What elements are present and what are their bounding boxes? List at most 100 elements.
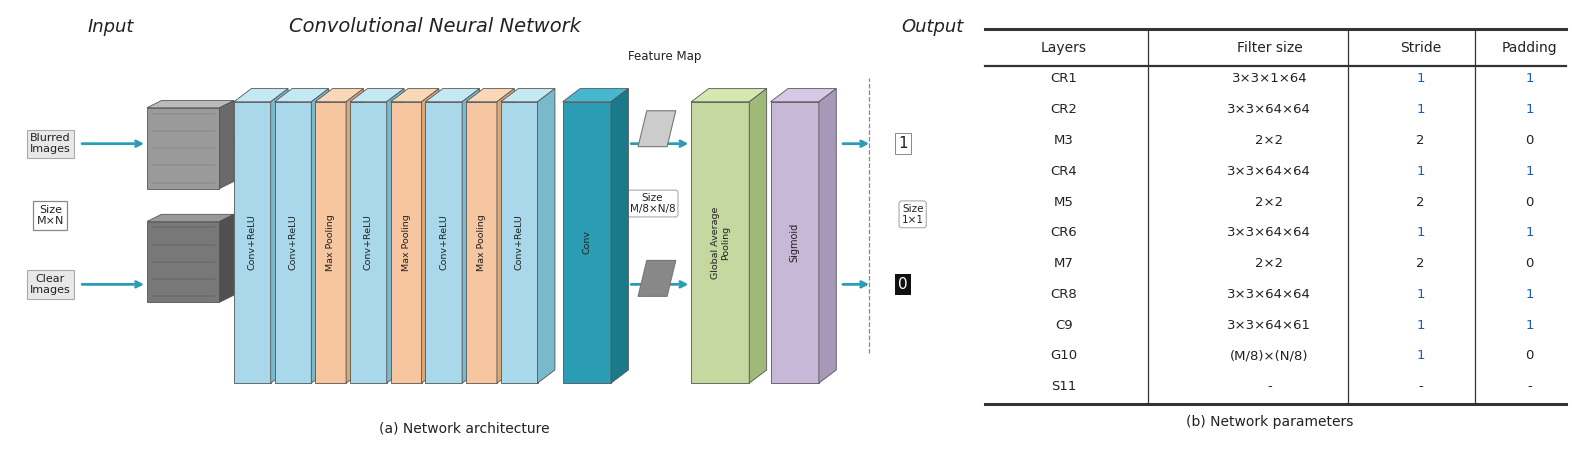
Polygon shape	[563, 88, 629, 102]
Text: CR6: CR6	[1050, 226, 1077, 239]
Text: Conv: Conv	[582, 230, 591, 255]
Text: Size
1×1: Size 1×1	[902, 203, 924, 225]
Text: Size
M×N: Size M×N	[36, 205, 64, 226]
Polygon shape	[220, 214, 234, 302]
Text: 0: 0	[1525, 196, 1534, 208]
Polygon shape	[770, 88, 836, 102]
Text: 0: 0	[1525, 134, 1534, 147]
Text: CR8: CR8	[1050, 288, 1077, 301]
Text: Max Pooling: Max Pooling	[325, 214, 335, 271]
Polygon shape	[465, 102, 497, 383]
Text: Input: Input	[88, 18, 134, 36]
Polygon shape	[351, 102, 387, 383]
Text: Conv+ReLU: Conv+ReLU	[439, 215, 448, 270]
Text: 1: 1	[1416, 72, 1424, 85]
Text: 1: 1	[1416, 165, 1424, 178]
Polygon shape	[270, 88, 288, 383]
Polygon shape	[692, 88, 767, 102]
Text: 1: 1	[1416, 349, 1424, 362]
Text: CR4: CR4	[1050, 165, 1077, 178]
Text: C9: C9	[1055, 319, 1072, 332]
Polygon shape	[612, 88, 629, 383]
Text: 1: 1	[1525, 288, 1534, 301]
Text: -: -	[1528, 380, 1533, 393]
Text: Size
M/8×N/8: Size M/8×N/8	[630, 193, 676, 214]
Text: M5: M5	[1053, 196, 1074, 208]
Polygon shape	[351, 88, 404, 102]
Text: M7: M7	[1053, 257, 1074, 270]
Polygon shape	[390, 102, 421, 383]
Text: 1: 1	[1525, 226, 1534, 239]
Text: Feature Map: Feature Map	[629, 50, 701, 63]
Polygon shape	[819, 88, 836, 383]
Polygon shape	[692, 102, 750, 383]
Polygon shape	[146, 101, 234, 108]
Text: (M/8)×(N/8): (M/8)×(N/8)	[1231, 349, 1308, 362]
Polygon shape	[220, 101, 234, 189]
Polygon shape	[465, 88, 514, 102]
Text: 1: 1	[1525, 165, 1534, 178]
Text: 2: 2	[1416, 134, 1424, 147]
Polygon shape	[346, 88, 363, 383]
Text: (a) Network architecture: (a) Network architecture	[379, 421, 549, 435]
Polygon shape	[563, 102, 612, 383]
Polygon shape	[501, 88, 555, 102]
Text: 1: 1	[1525, 103, 1534, 116]
Text: 3×3×64×64: 3×3×64×64	[1228, 226, 1311, 239]
Text: 1: 1	[898, 136, 907, 151]
Text: Conv+ReLU: Conv+ReLU	[288, 215, 297, 270]
Text: 0: 0	[1525, 349, 1534, 362]
Text: 3×3×1×64: 3×3×1×64	[1231, 72, 1308, 85]
Text: 1: 1	[1525, 319, 1534, 332]
Polygon shape	[146, 214, 234, 221]
Polygon shape	[275, 102, 311, 383]
Text: 1: 1	[1416, 226, 1424, 239]
Text: S11: S11	[1052, 380, 1077, 393]
Text: 1: 1	[1416, 103, 1424, 116]
Text: Filter size: Filter size	[1237, 41, 1302, 55]
Text: Clear
Images: Clear Images	[30, 273, 71, 295]
Polygon shape	[387, 88, 404, 383]
Polygon shape	[462, 88, 479, 383]
Polygon shape	[638, 260, 676, 296]
Polygon shape	[146, 108, 220, 189]
Polygon shape	[770, 102, 819, 383]
Polygon shape	[750, 88, 767, 383]
Text: M3: M3	[1053, 134, 1074, 147]
Text: CR1: CR1	[1050, 72, 1077, 85]
Text: Conv+ReLU: Conv+ReLU	[248, 215, 256, 270]
Text: Convolutional Neural Network: Convolutional Neural Network	[289, 18, 582, 36]
Text: Padding: Padding	[1501, 41, 1558, 55]
Text: 3×3×64×64: 3×3×64×64	[1228, 288, 1311, 301]
Polygon shape	[390, 88, 439, 102]
Text: CR2: CR2	[1050, 103, 1077, 116]
Text: 0: 0	[898, 277, 907, 292]
Text: 2×2: 2×2	[1256, 134, 1283, 147]
Text: 3×3×64×64: 3×3×64×64	[1228, 165, 1311, 178]
Text: G10: G10	[1050, 349, 1077, 362]
Text: Max Pooling: Max Pooling	[476, 214, 486, 271]
Text: 1: 1	[1416, 319, 1424, 332]
Polygon shape	[146, 221, 220, 302]
Text: 1: 1	[1525, 72, 1534, 85]
Text: 2: 2	[1416, 257, 1424, 270]
Text: Sigmoid: Sigmoid	[789, 223, 800, 262]
Text: 2: 2	[1416, 196, 1424, 208]
Text: (b) Network parameters: (b) Network parameters	[1185, 415, 1353, 429]
Polygon shape	[234, 102, 270, 383]
Text: Blurred
Images: Blurred Images	[30, 133, 71, 154]
Text: 3×3×64×61: 3×3×64×61	[1228, 319, 1311, 332]
Text: Output: Output	[901, 18, 964, 36]
Polygon shape	[501, 102, 538, 383]
Text: Layers: Layers	[1041, 41, 1086, 55]
Polygon shape	[497, 88, 514, 383]
Text: -: -	[1418, 380, 1423, 393]
Polygon shape	[314, 88, 363, 102]
Polygon shape	[638, 111, 676, 147]
Polygon shape	[538, 88, 555, 383]
Text: Max Pooling: Max Pooling	[401, 214, 410, 271]
Text: Conv+ReLU: Conv+ReLU	[363, 215, 373, 270]
Polygon shape	[275, 88, 329, 102]
Text: -: -	[1267, 380, 1272, 393]
Polygon shape	[311, 88, 329, 383]
